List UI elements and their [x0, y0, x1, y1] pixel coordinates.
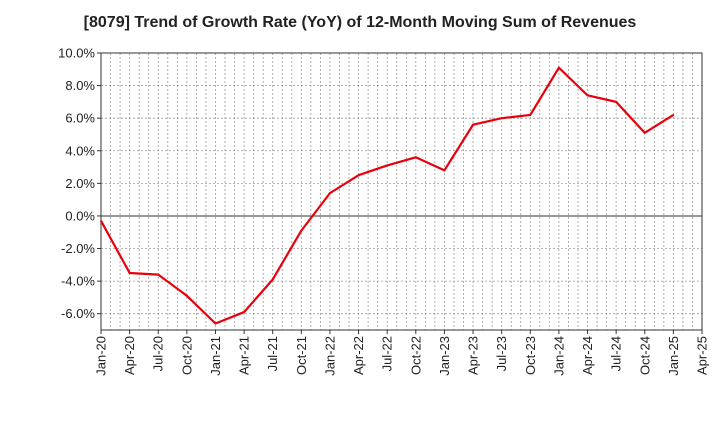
x-tick-label: Jul-21 — [265, 336, 280, 371]
chart-title: [8079] Trend of Growth Rate (YoY) of 12-… — [83, 14, 637, 31]
data-point — [243, 311, 245, 313]
x-tick-label: Jan-22 — [322, 336, 337, 376]
data-point — [586, 94, 589, 97]
y-tick-label: 10.0% — [58, 46, 95, 61]
y-tick-label: 2.0% — [65, 176, 95, 191]
data-point — [300, 229, 303, 232]
data-point — [500, 117, 503, 119]
x-tick-label: Jan-25 — [666, 336, 681, 376]
y-tick-label: 0.0% — [65, 208, 95, 223]
data-point — [472, 123, 474, 126]
data-point — [558, 66, 560, 69]
x-tick-label: Apr-24 — [580, 336, 595, 375]
grid-lines — [101, 52, 702, 330]
x-tick-labels: Jan-20 Apr-20 Jul-20 Oct-20 Jan-21 Apr-21 Jul-… — [94, 336, 710, 376]
x-tick-label: Jul-22 — [380, 336, 395, 371]
plot-frame — [100, 52, 703, 331]
y-tick-label: 8.0% — [65, 78, 95, 93]
x-tick-label: Apr-20 — [122, 336, 137, 375]
x-tick-label: Jul-23 — [494, 336, 509, 371]
y-tick-label: 4.0% — [65, 143, 95, 158]
x-tick-label: Jul-20 — [151, 336, 166, 371]
data-point — [214, 322, 217, 325]
series-layer — [100, 66, 675, 325]
data-point — [386, 164, 388, 167]
x-tick-label: Oct-20 — [179, 336, 194, 375]
x-tick-label: Oct-24 — [637, 336, 652, 375]
x-tick-label: Jan-21 — [208, 336, 223, 376]
y-tick-label: -6.0% — [61, 306, 95, 321]
data-point — [128, 272, 131, 274]
data-point — [357, 174, 360, 177]
x-tick-label: Oct-23 — [523, 336, 538, 375]
y-tick-label: -2.0% — [61, 241, 95, 256]
data-point — [672, 114, 675, 116]
axes — [97, 52, 703, 334]
x-tick-label: Jan-23 — [437, 336, 452, 376]
y-tick-labels: 10.0% 8.0% 6.0% 4.0% 2.0% 0.0% -2.0% -4.0% -6.0% — [58, 46, 95, 322]
data-point — [615, 101, 617, 103]
data-point — [329, 192, 331, 194]
data-point — [186, 294, 188, 297]
data-point — [443, 169, 446, 172]
y-tick-label: 6.0% — [65, 111, 95, 126]
x-tick-label: Oct-21 — [294, 336, 309, 375]
data-point — [157, 273, 160, 276]
y-tick-label: -4.0% — [61, 274, 95, 289]
data-point — [271, 278, 274, 281]
data-point — [529, 114, 532, 116]
x-tick-label: Oct-22 — [408, 336, 423, 375]
x-tick-label: Apr-21 — [237, 336, 252, 375]
plot-area — [101, 53, 702, 330]
data-point — [100, 220, 102, 222]
x-tick-label: Apr-25 — [695, 336, 710, 375]
x-tick-label: Apr-23 — [466, 336, 481, 375]
data-point — [643, 132, 646, 134]
x-tick-label: Apr-22 — [351, 336, 366, 375]
x-tick-label: Jan-24 — [551, 336, 566, 376]
x-tick-label: Jul-24 — [609, 336, 624, 371]
data-point — [415, 156, 417, 159]
x-tick-label: Jan-20 — [94, 336, 109, 376]
